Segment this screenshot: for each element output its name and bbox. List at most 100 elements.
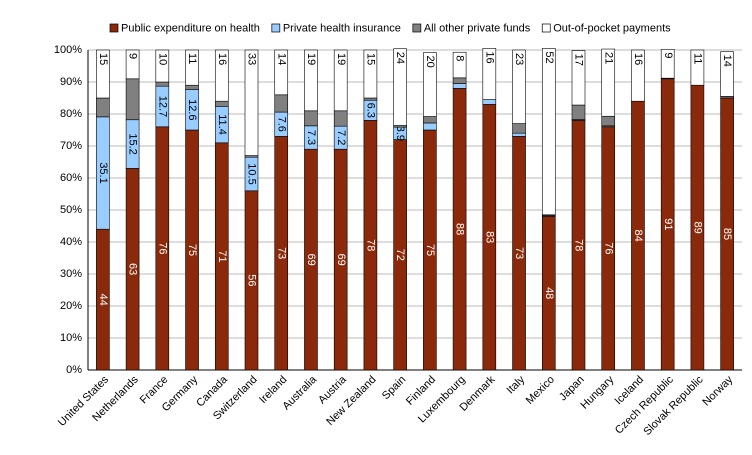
y-tick-label: 10% (60, 332, 82, 344)
data-label: 19 (335, 53, 347, 65)
data-label: 78 (365, 239, 377, 251)
bar-segment (512, 123, 526, 134)
data-label: 73 (275, 247, 287, 259)
data-label: 16 (216, 53, 228, 65)
y-tick-label: 40% (60, 236, 82, 248)
data-label: 11.4 (216, 114, 228, 135)
legend-label: Public expenditure on health (121, 22, 260, 34)
bar-segment (363, 49, 378, 99)
data-label: 20 (424, 56, 436, 68)
bar-segment (512, 132, 526, 137)
legend-label: Out-of-pocket payments (553, 22, 671, 34)
bar-segment (452, 83, 467, 89)
bar-segment (155, 49, 170, 83)
bar-segment (452, 77, 467, 84)
y-tick-label: 100% (54, 44, 82, 56)
y-tick-label: 80% (60, 108, 82, 120)
y-tick-label: 50% (60, 204, 82, 216)
data-label: 6.3 (365, 103, 377, 118)
bar-segment (214, 49, 229, 102)
data-label: 88 (454, 223, 466, 235)
data-label: 91 (662, 218, 674, 230)
bar-segment (125, 49, 140, 80)
y-tick-label: 30% (60, 268, 82, 280)
data-label: 11 (186, 53, 198, 64)
data-label: 12.6 (186, 99, 198, 120)
data-label: 48 (543, 287, 555, 299)
legend-label: Private health insurance (283, 22, 401, 34)
bar-segment (304, 110, 318, 127)
data-label: 44 (97, 293, 109, 305)
data-label: 24 (394, 52, 406, 64)
legend-label: All other private funds (424, 22, 531, 34)
data-label: 16 (483, 51, 495, 63)
data-label: 35.1 (97, 162, 109, 183)
bar-segment (393, 48, 407, 126)
data-label: 19 (305, 53, 317, 65)
bar-segment (571, 104, 586, 120)
x-tick-label: Hungary (579, 373, 617, 411)
bar-segment (660, 49, 675, 79)
bar-segment (541, 48, 556, 216)
bar-segment (482, 99, 497, 105)
data-label: 14 (275, 53, 287, 65)
data-label: 78 (573, 239, 585, 251)
bar-segment (333, 49, 348, 112)
bar-segment (96, 49, 110, 99)
legend-swatch (271, 23, 281, 33)
data-label: 75 (424, 244, 436, 256)
data-label: 8 (454, 55, 466, 61)
data-label: 9 (662, 52, 674, 58)
bar-segment (601, 48, 616, 117)
legend-swatch (109, 23, 119, 33)
bar-segment (601, 115, 616, 127)
y-tick-label: 90% (60, 76, 82, 88)
bar-segment (690, 49, 705, 86)
x-tick-label: Italy (504, 373, 527, 396)
data-label: 9 (127, 53, 139, 59)
bar-segment (423, 122, 437, 131)
data-label: 56 (246, 274, 258, 286)
bar-segment (452, 51, 467, 79)
data-label: 89 (692, 221, 704, 233)
bar-segment (274, 94, 289, 113)
data-label: 7.3 (305, 130, 317, 145)
data-label: 14 (721, 55, 733, 67)
y-tick-label: 60% (60, 172, 82, 184)
x-tick-label: United States (56, 373, 112, 429)
data-label: 33 (246, 53, 258, 65)
legend-swatch (412, 23, 422, 33)
data-label: 83 (483, 231, 495, 243)
bar-segment (363, 97, 378, 101)
data-label: 76 (602, 242, 614, 254)
x-tick-label: Australia (280, 373, 319, 412)
y-tick-label: 20% (60, 300, 82, 312)
data-label: 16 (632, 53, 644, 65)
bar-segment (96, 97, 110, 118)
data-label: 73 (513, 247, 525, 259)
data-label: 15 (365, 53, 377, 65)
x-tick-label: Norway (700, 373, 735, 408)
bar-segment (274, 49, 289, 96)
data-label: 7.2 (335, 130, 347, 145)
data-label: 84 (632, 229, 644, 241)
bar-segment (125, 78, 140, 121)
x-tick-label: Mexico (524, 374, 557, 407)
data-label: 3.9 (394, 126, 406, 141)
data-label: 72 (394, 249, 406, 261)
bar-segment (571, 50, 586, 106)
bar-segment (304, 49, 318, 112)
data-label: 7.6 (275, 117, 287, 132)
data-label: 69 (335, 253, 347, 265)
data-label: 76 (156, 242, 168, 254)
y-tick-label: 70% (60, 140, 82, 152)
legend-swatch (541, 23, 551, 33)
bar-segment (214, 100, 229, 107)
data-label: 11 (692, 53, 704, 64)
data-label: 21 (602, 52, 614, 64)
data-label: 15.2 (127, 133, 139, 154)
data-label: 10 (156, 53, 168, 65)
data-label: 10.5 (246, 163, 258, 184)
data-label: 85 (721, 228, 733, 240)
